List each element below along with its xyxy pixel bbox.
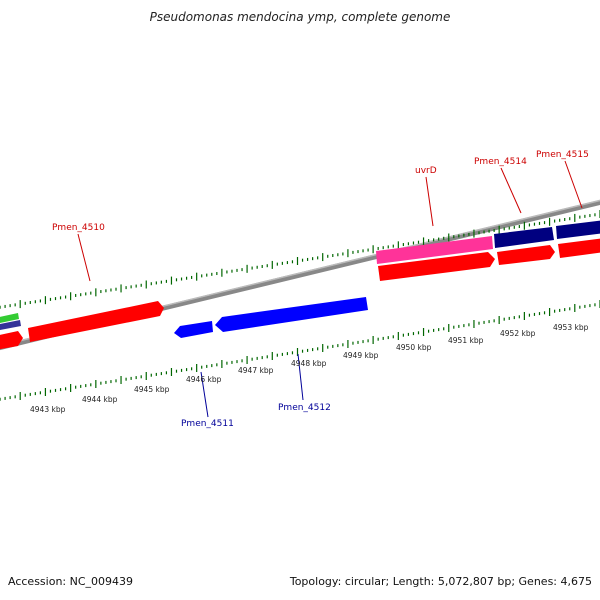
gene-pmen-4511[interactable] bbox=[174, 321, 213, 338]
gene-label-pmen-4510: Pmen_4510 bbox=[52, 223, 105, 233]
kbp-label: 4947 kbp bbox=[238, 366, 274, 375]
gene-pmen-4515[interactable] bbox=[556, 220, 600, 239]
label-line-pmen-4512 bbox=[297, 353, 304, 401]
forward-tick-track bbox=[0, 210, 600, 309]
gene-arrow-red[interactable] bbox=[378, 252, 495, 281]
label-line-uvrD bbox=[425, 176, 434, 227]
gene-label-pmen-4512: Pmen_4512 bbox=[278, 403, 331, 413]
kbp-label: 4949 kbp bbox=[343, 351, 379, 360]
gene-pmen-4512[interactable] bbox=[215, 297, 368, 332]
gene-arrow-red[interactable] bbox=[558, 238, 600, 258]
summary-text: Topology: circular; Length: 5,072,807 bp… bbox=[289, 575, 592, 588]
kbp-label: 4946 kbp bbox=[186, 375, 222, 384]
kbp-label: 4943 kbp bbox=[30, 405, 66, 414]
gene-pmen-4514[interactable] bbox=[494, 227, 554, 248]
kbp-label: 4944 kbp bbox=[82, 395, 118, 404]
label-line-pmen-4510 bbox=[77, 233, 91, 282]
label-line-pmen-4515 bbox=[564, 160, 583, 209]
gene-label-pmen-4511: Pmen_4511 bbox=[181, 419, 234, 429]
kbp-label: 4953 kbp bbox=[553, 323, 589, 332]
kbp-label: 4948 kbp bbox=[291, 359, 327, 368]
gene-label-pmen-4515: Pmen_4515 bbox=[536, 150, 589, 160]
gene-green[interactable] bbox=[0, 313, 19, 324]
gene-arrow-red[interactable] bbox=[0, 331, 23, 350]
kbp-label: 4945 kbp bbox=[134, 385, 170, 394]
gene-label-uvrD: uvrD bbox=[415, 166, 437, 176]
gene-arrow-red[interactable] bbox=[497, 245, 555, 265]
gene-uvrD[interactable] bbox=[376, 236, 493, 264]
label-line-pmen-4511 bbox=[200, 371, 209, 418]
gene-label-pmen-4514: Pmen_4514 bbox=[474, 157, 527, 167]
gene-dark[interactable] bbox=[0, 320, 21, 331]
gene-arrow-red[interactable] bbox=[28, 301, 164, 342]
label-line-pmen-4514 bbox=[500, 167, 522, 214]
reverse-tick-track bbox=[0, 300, 600, 401]
accession-text: Accession: NC_009439 bbox=[8, 575, 134, 588]
kbp-label: 4951 kbp bbox=[448, 336, 484, 345]
map-title: Pseudomonas mendocina ymp, complete geno… bbox=[149, 10, 451, 24]
kbp-label: 4952 kbp bbox=[500, 329, 536, 338]
kbp-label: 4950 kbp bbox=[396, 343, 432, 352]
